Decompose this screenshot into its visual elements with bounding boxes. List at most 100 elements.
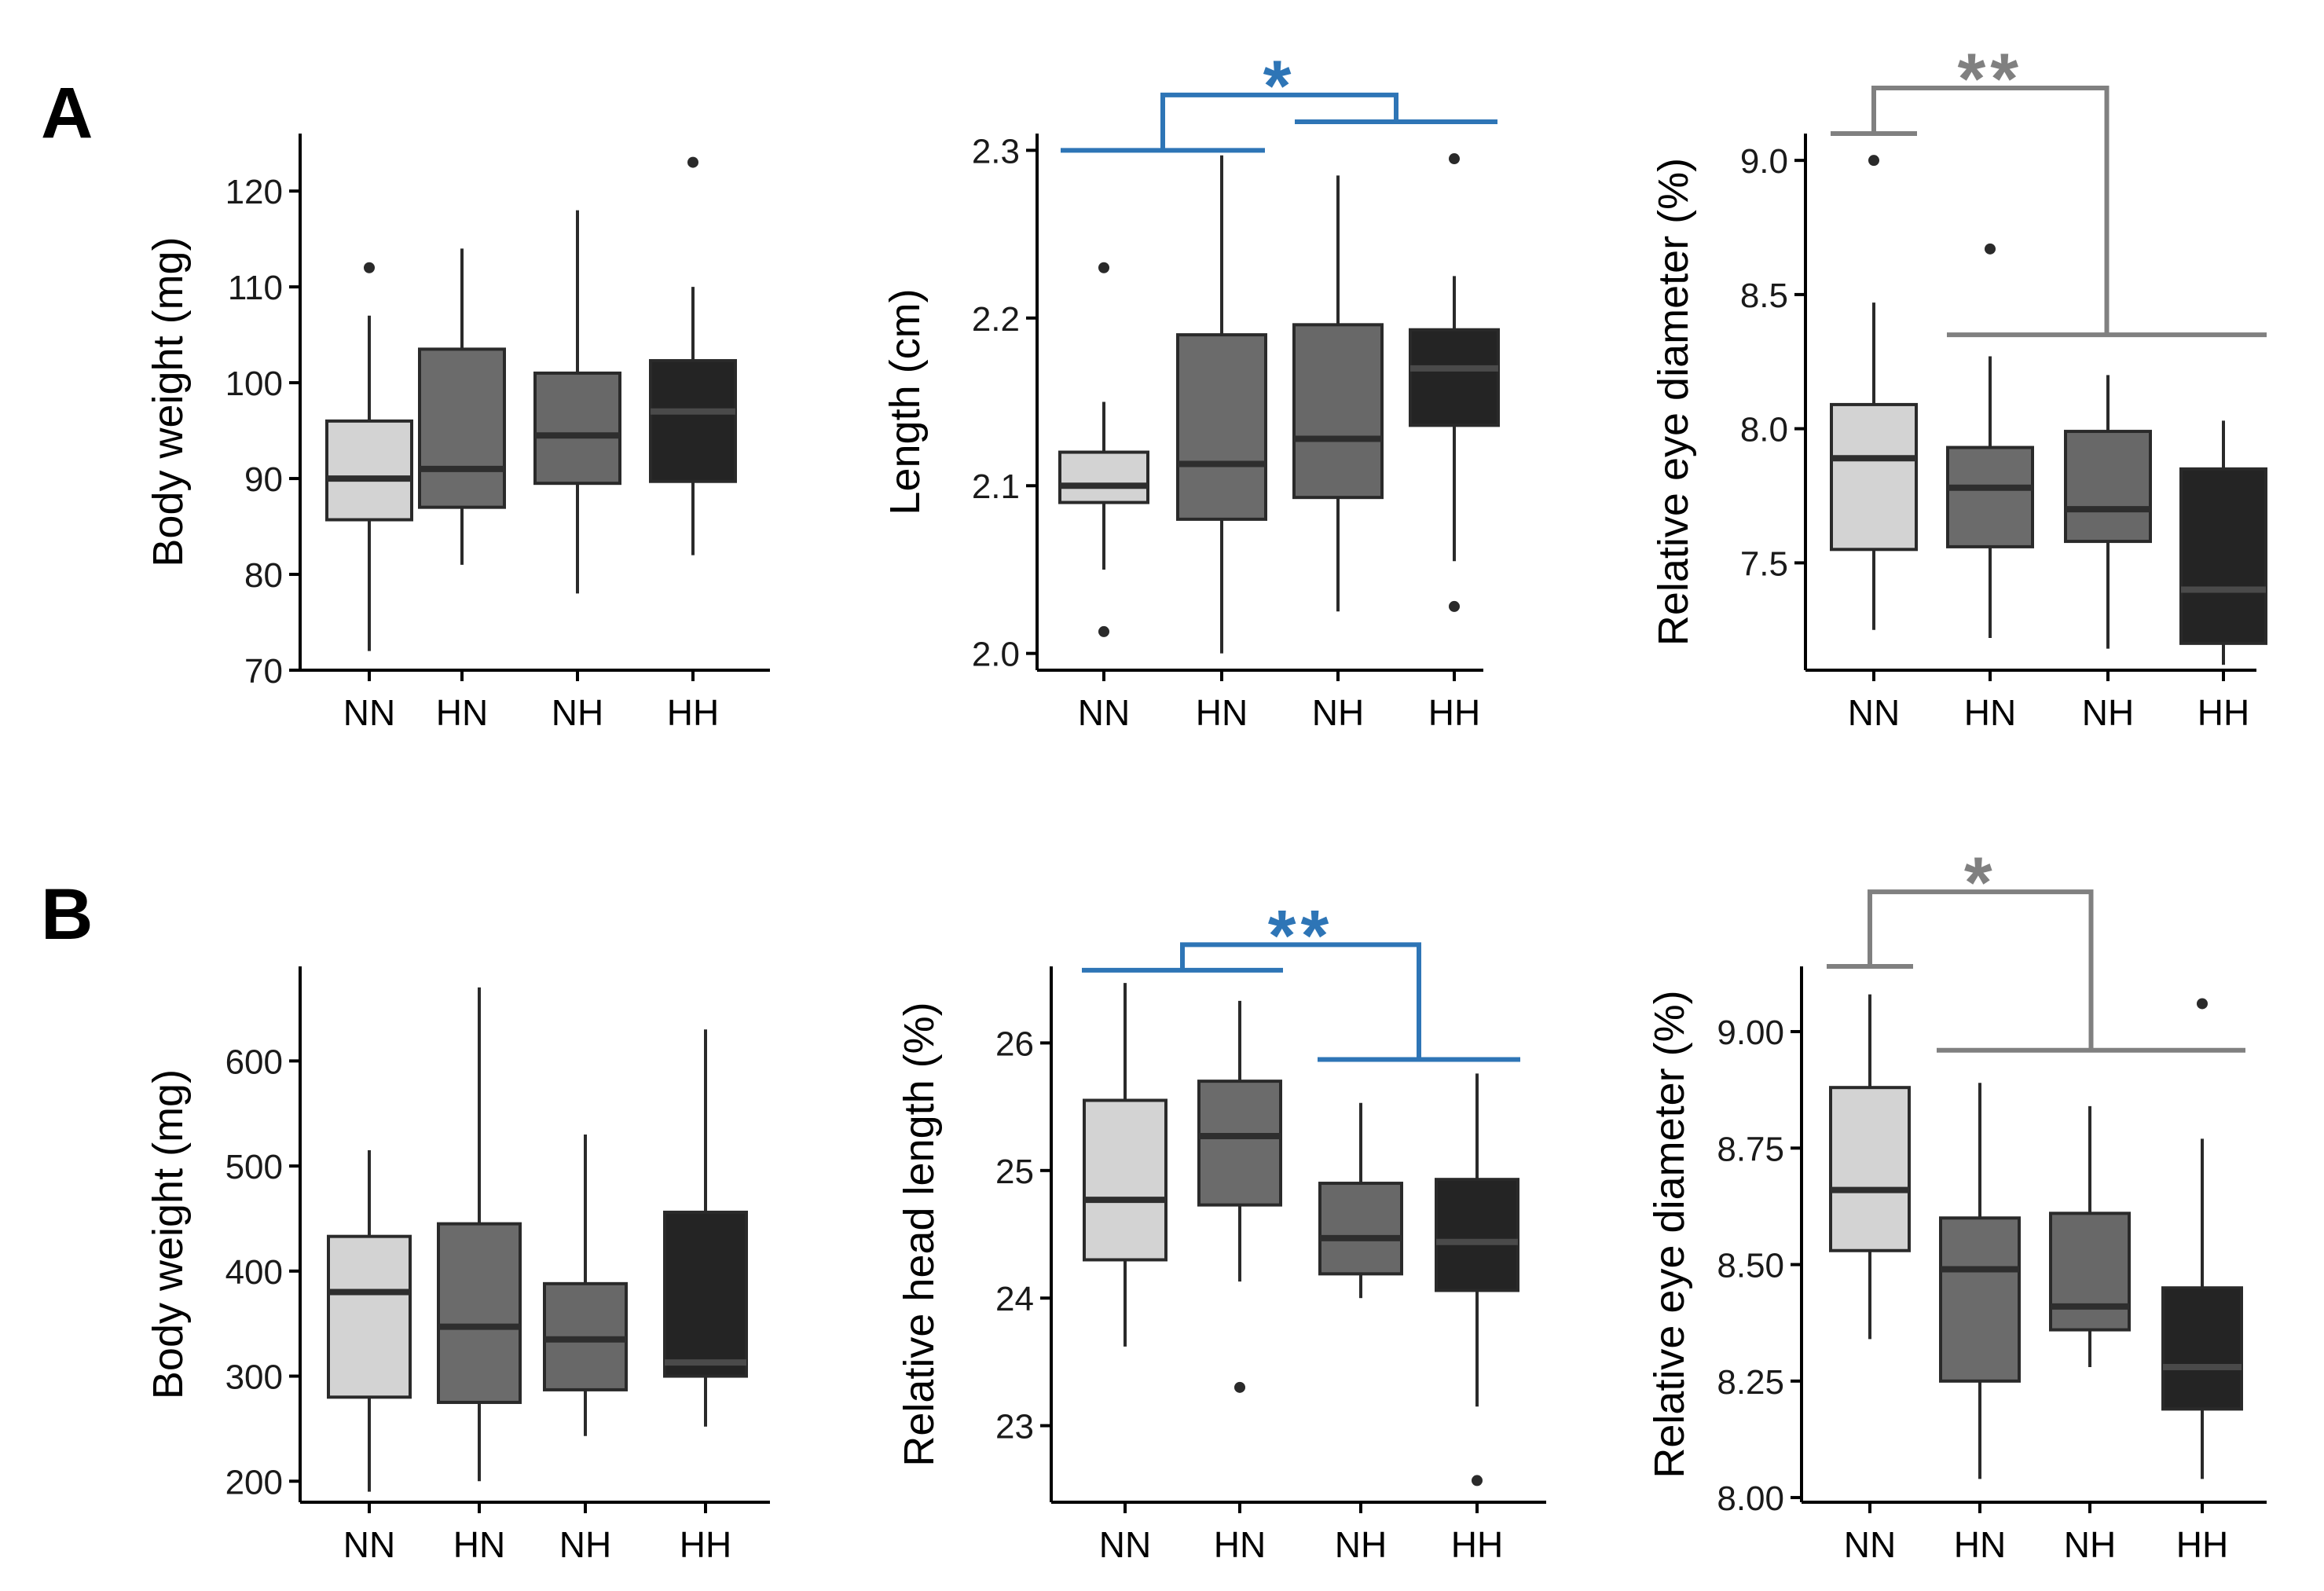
B1-x-tick-label-HN: HN (453, 1524, 505, 1565)
A1-y-tick-label-5: 120 (225, 173, 283, 211)
panel-label-a: A (41, 73, 93, 153)
B3-x-tick-label-HH: HH (2176, 1524, 2228, 1565)
B3-x-tick-label-NH: NH (2064, 1524, 2116, 1565)
B1-box-HH (663, 1210, 748, 1378)
A1-x-tick-label-NN: NN (343, 692, 395, 733)
A3-outlier-HN-0 (1985, 243, 1996, 255)
A2-y-tick-label-2: 2.2 (972, 300, 1020, 339)
A3-x-tick-label-HN: HN (1964, 692, 2016, 733)
A2-significance-bracket (1061, 92, 1497, 153)
A3-y-tick-label-3: 9.0 (1740, 142, 1788, 181)
B2-box-HH (1435, 1178, 1519, 1292)
B1-x-tick-label-NH: NH (559, 1524, 611, 1565)
A2-x-tick-label-HN: HN (1196, 692, 1248, 733)
B2-y-tick-label-3: 26 (995, 1025, 1034, 1063)
A1-y-tick-label-1: 80 (244, 556, 283, 595)
B3-box-NN (1829, 1086, 1911, 1252)
A2-box-HN (1176, 333, 1267, 521)
B1-y-tick-label-1: 300 (225, 1358, 283, 1397)
A3-box-NN (1830, 402, 1918, 552)
A1-box-NH (533, 371, 621, 486)
B2-box-NH (1318, 1182, 1403, 1276)
B3-y-tick-label-1: 8.25 (1717, 1363, 1784, 1402)
A3-box-HN (1946, 445, 2034, 548)
A3-significance-bracket (1831, 85, 2267, 338)
B3-x-tick-label-HN: HN (1954, 1524, 2006, 1565)
B2-x-tick-label-HN: HN (1214, 1524, 1266, 1565)
B2-y-tick-label-1: 24 (995, 1280, 1034, 1318)
B3-box-NH (2049, 1212, 2131, 1332)
A1-outlier-HH-0 (687, 156, 698, 168)
A3-x-tick-label-HH: HH (2198, 692, 2249, 733)
A3-outlier-NN-0 (1868, 155, 1879, 167)
A2-box-HH (1409, 328, 1500, 427)
A1-box-NN (325, 419, 413, 522)
B2-y-tick-label-0: 23 (995, 1408, 1034, 1446)
B2-significance-stars: ** (1268, 896, 1334, 976)
A2-outlier-HH-0 (1449, 153, 1460, 165)
A3-y-axis-label: Relative eye diameter (%) (1650, 158, 1697, 646)
B2-outlier-HH-0 (1472, 1475, 1483, 1487)
A2-x-tick-label-NH: NH (1312, 692, 1364, 733)
A2-outlier-NN-0 (1098, 262, 1109, 273)
A1-x-tick-label-NH: NH (552, 692, 603, 733)
A1-box-HH (649, 359, 737, 483)
A2-x-tick-label-HH: HH (1428, 692, 1480, 733)
B2-significance-bracket (1082, 942, 1520, 1062)
B1-y-tick-label-0: 200 (225, 1463, 283, 1501)
A1-y-tick-label-0: 70 (244, 652, 283, 691)
A3-box-HH (2179, 467, 2267, 645)
B3-y-tick-label-4: 9.00 (1717, 1014, 1784, 1052)
B3-outlier-HH-0 (2197, 998, 2208, 1010)
B3-box-HN (1939, 1216, 2021, 1383)
A3-x-tick-label-NN: NN (1848, 692, 1900, 733)
A1-y-tick-label-4: 110 (228, 269, 283, 307)
A2-significance-stars: * (1263, 46, 1296, 126)
B1-x-tick-label-NN: NN (343, 1524, 395, 1565)
B3-significance-stars: * (1964, 843, 1997, 923)
B1-y-tick-label-3: 500 (225, 1148, 283, 1186)
B1-y-tick-label-4: 600 (225, 1043, 283, 1081)
B2-x-tick-label-HH: HH (1451, 1524, 1503, 1565)
A2-outlier-HH-1 (1449, 600, 1460, 612)
B3-y-tick-label-0: 8.00 (1717, 1479, 1784, 1518)
B3-y-tick-label-3: 8.75 (1717, 1130, 1784, 1168)
A1-x-tick-label-HN: HN (436, 692, 488, 733)
A2-x-tick-label-NN: NN (1078, 692, 1130, 733)
B2-y-tick-label-2: 25 (995, 1153, 1034, 1191)
A2-box-NH (1292, 323, 1384, 500)
B3-y-tick-label-2: 8.50 (1717, 1247, 1784, 1285)
B2-outlier-HN-0 (1234, 1381, 1245, 1393)
A2-y-axis-label: Length (cm) (882, 288, 929, 515)
A3-significance-stars: ** (1957, 39, 2023, 119)
A1-y-tick-label-3: 100 (225, 365, 283, 403)
B2-x-tick-label-NN: NN (1099, 1524, 1151, 1565)
A3-x-tick-label-NH: NH (2082, 692, 2134, 733)
A1-x-tick-label-HH: HH (667, 692, 719, 733)
B2-box-HN (1197, 1080, 1282, 1207)
B1-x-tick-label-HH: HH (680, 1524, 731, 1565)
B3-significance-bracket (1827, 889, 2245, 1053)
A2-y-tick-label-0: 2.0 (972, 636, 1020, 674)
B2-x-tick-label-NH: NH (1335, 1524, 1387, 1565)
A1-y-tick-label-2: 90 (244, 460, 283, 499)
A3-box-NH (2064, 430, 2152, 544)
A3-y-tick-label-1: 8.0 (1740, 411, 1788, 449)
A2-y-tick-label-3: 2.3 (972, 132, 1020, 170)
B2-y-axis-label: Relative head length (%) (896, 1002, 943, 1466)
A1-y-axis-label: Body weight (mg) (145, 236, 192, 566)
A1-outlier-NN-0 (364, 262, 375, 273)
panel-label-b: B (41, 874, 93, 955)
A2-outlier-NN-1 (1098, 625, 1109, 637)
B3-box-HH (2161, 1286, 2243, 1411)
B3-y-axis-label: Relative eye diameter (%) (1646, 990, 1693, 1478)
B1-y-axis-label: Body weight (mg) (145, 1069, 192, 1399)
A3-y-tick-label-0: 7.5 (1740, 544, 1788, 583)
B2-box-NN (1083, 1098, 1167, 1262)
B1-box-HN (437, 1222, 522, 1404)
A2-box-NN (1058, 450, 1149, 504)
A3-y-tick-label-2: 8.5 (1740, 277, 1788, 315)
B1-box-NN (327, 1234, 412, 1399)
A1-box-HN (418, 347, 506, 509)
